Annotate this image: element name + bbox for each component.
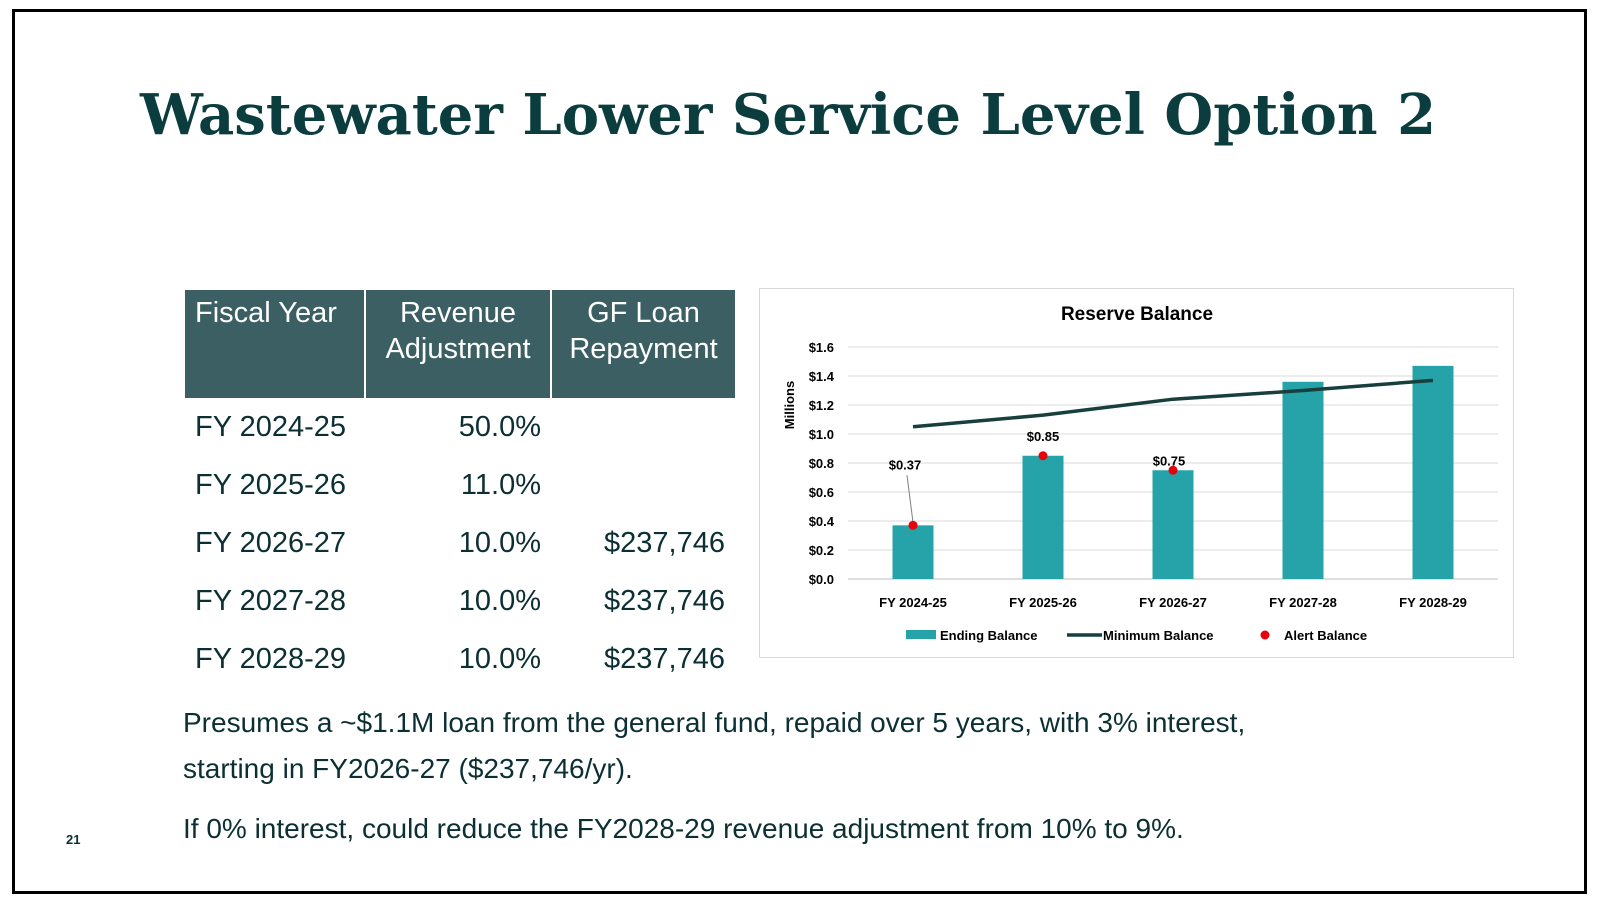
table-row: FY 2027-28 10.0% $237,746 [185, 572, 735, 630]
x-tick-label: FY 2025-26 [1009, 595, 1077, 610]
y-tick-label: $0.6 [809, 485, 834, 500]
table-row: FY 2025-26 11.0% [185, 456, 735, 514]
y-tick-label: $0.4 [809, 514, 835, 529]
ending-balance-bar [1022, 455, 1064, 579]
table-row: FY 2028-29 10.0% $237,746 [185, 630, 735, 688]
data-label-leader [906, 475, 914, 523]
table-row: FY 2024-25 50.0% [185, 398, 735, 456]
loan-note: Presumes a ~$1.1M loan from the general … [183, 707, 1246, 784]
cell-fiscal-year: FY 2026-27 [195, 526, 347, 559]
y-tick-label: $1.6 [809, 340, 834, 355]
ending-balance-bar [1412, 365, 1454, 579]
cell-loan-repayment: $237,746 [604, 642, 725, 675]
minimum-balance-line [912, 378, 1434, 429]
data-label: $0.85 [1027, 429, 1060, 444]
reserve-balance-chart: Reserve Balance Millions $0.0 $0.2 $0.4 $0.6 $… [759, 288, 1514, 658]
cell-revenue-adjustment: 10.0% [458, 526, 541, 559]
chart-svg: Reserve Balance Millions $0.0 $0.2 $0.4 $0.6 $… [782, 304, 1498, 643]
legend-label-ending-balance: Ending Balance [940, 628, 1038, 643]
cell-fiscal-year: FY 2025-26 [195, 468, 347, 501]
x-tick-label: FY 2024-25 [879, 595, 947, 610]
legend-label-minimum-balance: Minimum Balance [1103, 628, 1214, 643]
x-tick-label: FY 2027-28 [1269, 595, 1337, 610]
y-tick-label: $1.0 [809, 427, 834, 442]
legend-label-alert-balance: Alert Balance [1284, 628, 1367, 643]
y-tick-label: $0.2 [809, 543, 834, 558]
header-revenue-adjustment: Revenue Adjustment [365, 290, 552, 398]
x-tick-label: FY 2028-29 [1399, 595, 1467, 610]
y-axis-label: Millions [782, 381, 797, 429]
cell-loan-repayment [551, 456, 735, 514]
interest-note: If 0% interest, could reduce the FY2028-… [183, 813, 1184, 844]
revenue-table: Fiscal Year Revenue Adjustment GF Loan R… [185, 290, 735, 688]
data-label: $0.37 [889, 457, 922, 472]
cell-revenue-adjustment: 11.0% [460, 468, 541, 501]
cell-fiscal-year: FY 2028-29 [195, 642, 347, 675]
cell-revenue-adjustment: 10.0% [458, 642, 541, 675]
data-label: $0.75 [1153, 453, 1186, 468]
cell-loan-repayment: $237,746 [604, 526, 725, 559]
legend-swatch-ending-balance [906, 630, 936, 639]
y-tick-label: $0.8 [809, 456, 834, 471]
cell-loan-repayment: $237,746 [604, 584, 725, 617]
header-fiscal-year: Fiscal Year [185, 290, 366, 398]
slide-title: Wastewater Lower Service Level Option 2 [140, 82, 1437, 148]
table-header-row: Fiscal Year Revenue Adjustment GF Loan R… [185, 290, 735, 398]
chart-title: Reserve Balance [1061, 304, 1213, 325]
y-tick-label: $1.2 [809, 398, 834, 413]
ending-balance-bar [892, 525, 934, 579]
alert-balance-marker [1038, 451, 1048, 461]
alert-balance-marker [908, 520, 918, 530]
cell-fiscal-year: FY 2024-25 [195, 410, 347, 443]
cell-fiscal-year: FY 2027-28 [195, 584, 347, 617]
y-tick-label: $0.0 [809, 572, 834, 587]
ending-balance-bar [1152, 470, 1194, 579]
cell-revenue-adjustment: 10.0% [458, 584, 541, 617]
legend-swatch-alert-balance [1260, 630, 1270, 640]
cell-revenue-adjustment: 50.0% [458, 410, 541, 443]
cell-loan-repayment [551, 398, 735, 456]
x-tick-label: FY 2026-27 [1139, 595, 1207, 610]
y-tick-label: $1.4 [809, 369, 835, 384]
table-row: FY 2026-27 10.0% $237,746 [185, 514, 735, 572]
ending-balance-bar [1282, 381, 1324, 579]
header-gf-loan-repayment: GF Loan Repayment [551, 290, 735, 398]
page-number: 21 [66, 832, 81, 847]
alert-balance-marker [1168, 465, 1178, 475]
